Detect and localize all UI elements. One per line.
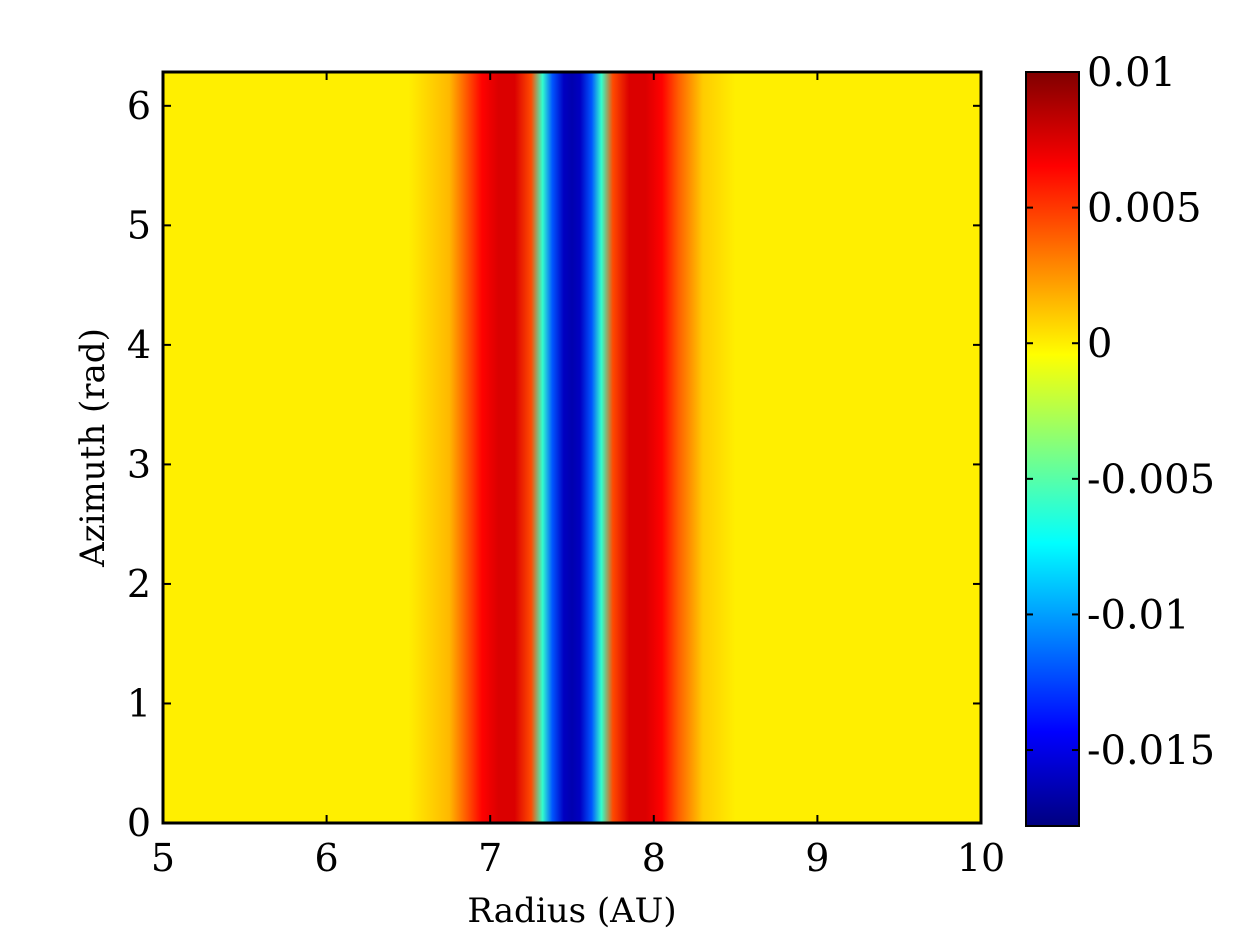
y-tick-label: 4	[127, 323, 151, 367]
colorbar-frame	[1025, 71, 1080, 827]
x-tick-label: 9	[805, 836, 829, 880]
x-axis-label: Radius (AU)	[467, 891, 676, 931]
y-axis-label: Azimuth (rad)	[73, 328, 113, 568]
colorbar	[1026, 72, 1079, 826]
colorbar-tick-label: -0.01	[1087, 592, 1190, 638]
plot-frame	[161, 70, 983, 825]
y-tick-label: 6	[127, 84, 151, 128]
x-tick-label: 8	[642, 836, 666, 880]
x-tick-label: 7	[478, 836, 502, 880]
colorbar-tick-label: -0.015	[1087, 728, 1215, 774]
y-axis-ticks: 0 1 2 3 4 5 6	[127, 84, 981, 845]
colorbar-tick-label: -0.005	[1087, 457, 1215, 503]
heatmap-plot-area	[163, 72, 981, 823]
colorbar-tick-label: 0	[1087, 321, 1112, 367]
colorbar-tick-label: 0.01	[1087, 50, 1176, 96]
y-tick-label: 1	[127, 681, 151, 725]
y-tick-label: 0	[127, 801, 151, 845]
x-tick-label: 6	[315, 836, 339, 880]
y-tick-label: 3	[127, 442, 151, 486]
x-axis-ticks: 5 6 7 8 9 10	[151, 72, 1005, 880]
x-tick-label: 5	[151, 836, 175, 880]
y-tick-label: 2	[127, 562, 151, 606]
y-tick-label: 5	[127, 203, 151, 247]
x-tick-label: 10	[957, 836, 1005, 880]
colorbar-ticks: 0.01 0.005 0 -0.005 -0.01 -0.015	[1026, 50, 1215, 774]
colorbar-tick-label: 0.005	[1087, 186, 1202, 232]
